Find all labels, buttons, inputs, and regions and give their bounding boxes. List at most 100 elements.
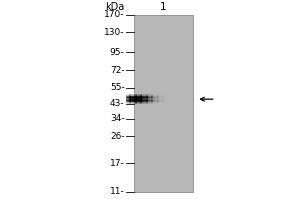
Bar — [145, 99, 146, 100]
Bar — [171, 101, 172, 102]
Bar — [140, 102, 141, 103]
Bar — [140, 96, 142, 97]
Bar — [167, 100, 168, 101]
Bar — [127, 100, 128, 101]
Bar — [142, 97, 143, 98]
Bar — [172, 102, 173, 103]
Bar — [133, 100, 134, 101]
Bar — [168, 100, 169, 101]
Bar — [161, 96, 162, 97]
Bar — [149, 100, 150, 101]
Bar — [139, 102, 140, 103]
Bar — [126, 96, 127, 97]
Bar — [140, 101, 142, 102]
Bar — [159, 102, 160, 103]
Bar — [163, 101, 164, 102]
Bar — [155, 97, 156, 98]
Bar — [155, 94, 156, 95]
Bar — [140, 96, 141, 97]
Bar — [162, 100, 163, 101]
Bar — [168, 99, 169, 100]
Bar — [170, 103, 171, 104]
Bar — [140, 97, 141, 98]
Bar — [144, 100, 145, 101]
Bar — [138, 102, 139, 103]
Bar — [139, 101, 140, 102]
Bar — [159, 97, 160, 98]
Bar — [171, 100, 172, 101]
Bar — [171, 97, 172, 98]
Bar — [134, 98, 135, 99]
Bar — [134, 97, 135, 98]
Bar — [173, 100, 175, 101]
Bar — [160, 97, 161, 98]
Bar — [136, 101, 137, 102]
Bar — [172, 101, 173, 102]
Bar — [174, 103, 175, 104]
Bar — [170, 100, 171, 101]
Bar — [156, 97, 157, 98]
Bar — [158, 102, 159, 103]
Bar — [152, 102, 153, 103]
Bar — [175, 99, 176, 100]
Bar — [154, 103, 155, 104]
Bar — [175, 102, 176, 103]
Bar — [174, 101, 175, 102]
Bar — [127, 96, 128, 97]
Bar — [129, 98, 130, 99]
Bar — [145, 101, 146, 102]
Bar — [145, 100, 146, 101]
Bar — [135, 94, 136, 95]
Bar — [165, 100, 166, 101]
Bar — [126, 103, 127, 104]
Bar — [138, 94, 139, 95]
Bar — [154, 102, 155, 103]
Bar — [157, 101, 158, 102]
Bar — [158, 97, 159, 98]
Bar — [152, 97, 153, 98]
Bar — [129, 96, 130, 97]
Bar — [156, 100, 157, 101]
Bar — [146, 97, 148, 98]
Bar — [130, 94, 131, 95]
Bar — [170, 96, 171, 97]
Bar — [163, 97, 164, 98]
Bar — [163, 96, 164, 97]
Bar — [143, 103, 144, 104]
Bar — [163, 94, 164, 95]
Bar — [146, 103, 148, 104]
Bar — [146, 101, 147, 102]
Bar — [171, 97, 172, 98]
Bar — [159, 101, 160, 102]
Bar — [135, 103, 136, 104]
Bar — [135, 97, 136, 98]
Bar — [169, 102, 170, 103]
Bar — [160, 101, 161, 102]
Bar — [146, 98, 148, 99]
Bar — [159, 103, 160, 104]
Bar — [153, 94, 154, 95]
Bar — [158, 103, 159, 104]
Bar — [165, 100, 166, 101]
Bar — [176, 99, 177, 100]
Bar — [127, 95, 128, 96]
Bar — [168, 97, 169, 98]
Bar — [136, 96, 137, 97]
Bar — [127, 101, 128, 102]
Bar — [151, 94, 152, 95]
Bar — [136, 100, 137, 101]
Bar — [145, 102, 146, 103]
Bar — [158, 94, 159, 95]
Bar — [137, 99, 138, 100]
Bar — [166, 99, 167, 100]
Bar — [165, 95, 166, 96]
Bar — [168, 100, 169, 101]
Bar — [143, 96, 144, 97]
Bar — [172, 98, 173, 99]
Bar — [152, 97, 154, 98]
Bar — [128, 95, 129, 96]
Bar — [154, 94, 155, 95]
Bar — [138, 99, 139, 100]
Bar — [164, 101, 165, 102]
Bar — [146, 98, 147, 99]
